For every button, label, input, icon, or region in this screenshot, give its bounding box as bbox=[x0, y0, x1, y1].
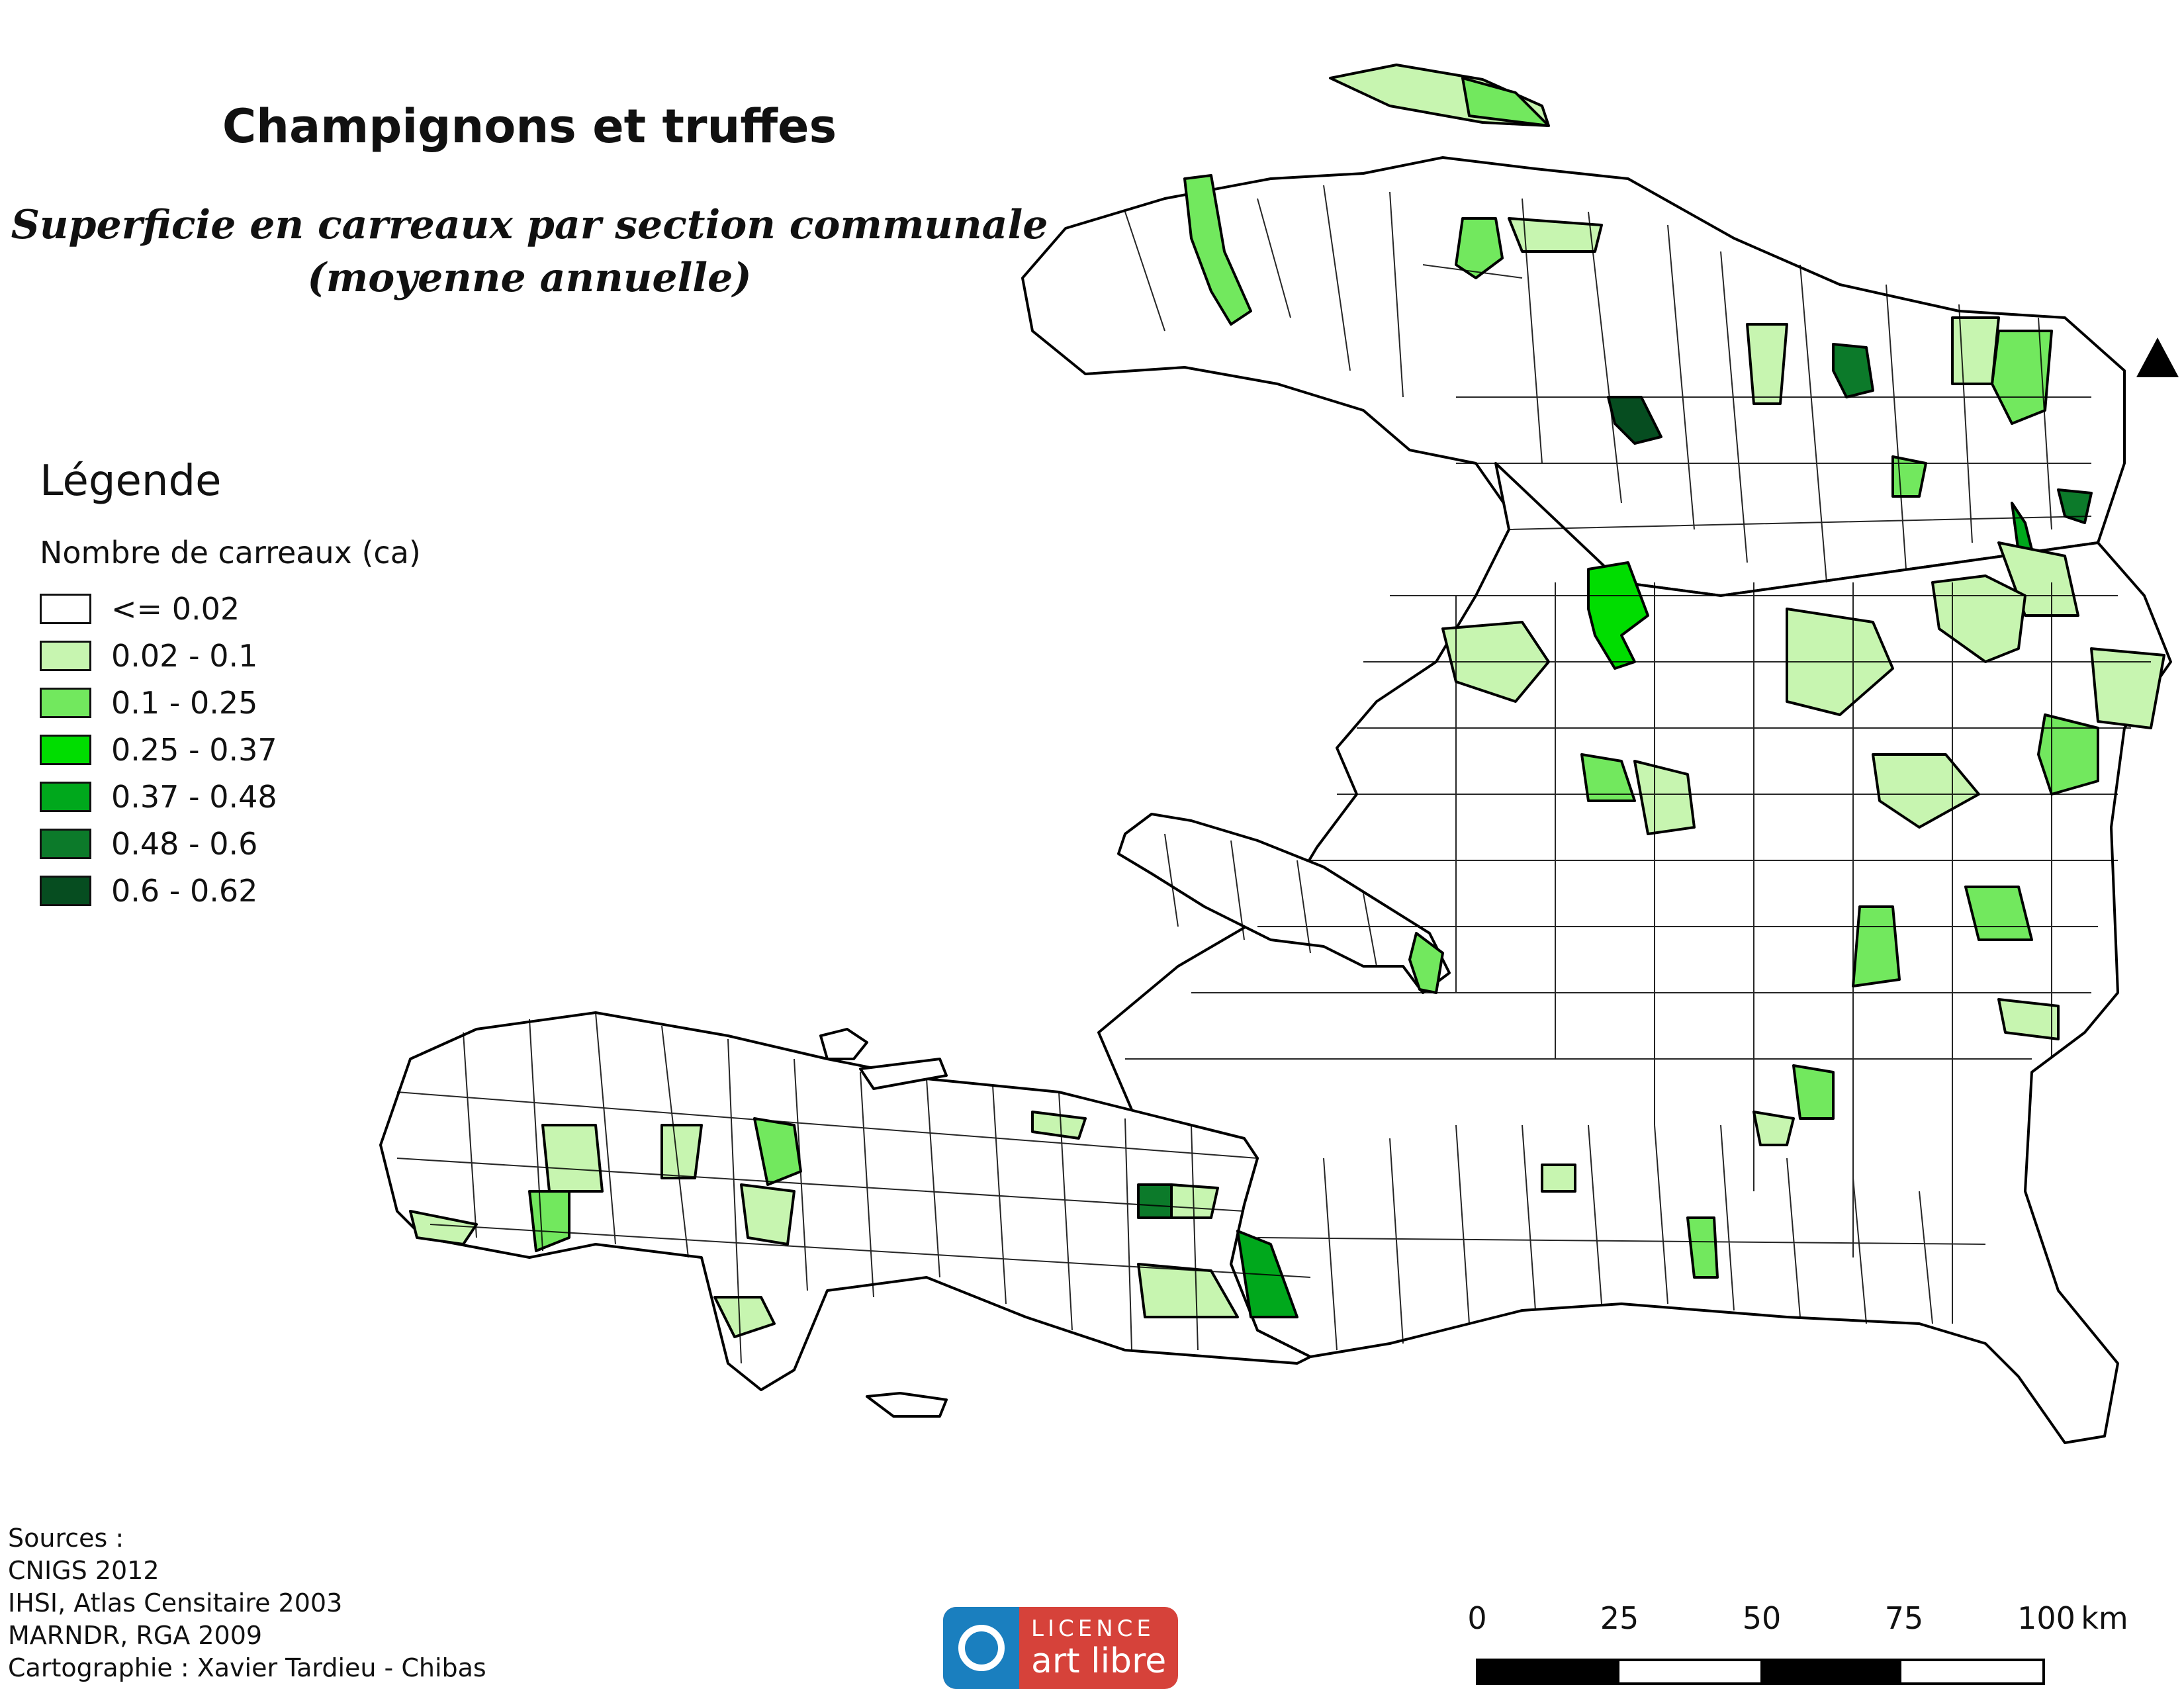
source-line: Cartographie : Xavier Tardieu - Chibas bbox=[8, 1653, 486, 1682]
legend-swatch bbox=[40, 829, 91, 859]
subtitle-line-2: (moyenne annuelle) bbox=[307, 255, 752, 301]
legend-swatch bbox=[40, 735, 91, 765]
licence-bottom-text: art libre bbox=[1031, 1641, 1167, 1681]
sources-heading: Sources : bbox=[8, 1524, 124, 1553]
scale-tick-label: 75 bbox=[1884, 1600, 1924, 1636]
source-line: MARNDR, RGA 2009 bbox=[8, 1621, 263, 1650]
source-line: IHSI, Atlas Censitaire 2003 bbox=[8, 1588, 343, 1618]
licence-logo-icon bbox=[943, 1607, 1019, 1689]
scale-tick-label: 100 bbox=[2017, 1600, 2075, 1636]
legend-item: 0.25 - 0.37 bbox=[40, 732, 277, 768]
scale-tick-label: 25 bbox=[1600, 1600, 1639, 1636]
legend-label: 0.37 - 0.48 bbox=[111, 779, 277, 815]
legend-label: 0.02 - 0.1 bbox=[111, 638, 258, 674]
legend-item: 0.02 - 0.1 bbox=[40, 638, 258, 674]
legend-subtitle: Nombre de carreaux (ca) bbox=[40, 535, 421, 571]
legend-item: 0.1 - 0.25 bbox=[40, 685, 258, 721]
scale-labels: 0 25 50 75 100 km bbox=[1467, 1600, 2131, 1640]
scale-unit-label: km bbox=[2081, 1600, 2128, 1636]
map-subtitle: Superficie en carreaux par section commu… bbox=[0, 199, 1059, 304]
region-northwest bbox=[1021, 156, 2126, 597]
licence-art-libre-logo: LICENCE art libre bbox=[943, 1607, 1178, 1689]
licence-top-text: LICENCE bbox=[1031, 1616, 1155, 1642]
legend-label: 0.1 - 0.25 bbox=[111, 685, 258, 721]
scale-segment bbox=[1619, 1661, 1760, 1682]
scale-tick-label: 0 bbox=[1467, 1600, 1487, 1636]
legend-label: 0.48 - 0.6 bbox=[111, 826, 258, 862]
scale-bar bbox=[1476, 1659, 2045, 1685]
legend-swatch bbox=[40, 876, 91, 906]
legend-label: 0.25 - 0.37 bbox=[111, 732, 277, 768]
legend-item: 0.48 - 0.6 bbox=[40, 826, 258, 862]
north-arrow-icon bbox=[2136, 338, 2179, 377]
source-line: CNIGS 2012 bbox=[8, 1556, 159, 1585]
subtitle-line-1: Superficie en carreaux par section commu… bbox=[11, 202, 1048, 248]
legend-title: Légende bbox=[40, 457, 222, 506]
scale-segment bbox=[1901, 1661, 2042, 1682]
legend-swatch bbox=[40, 688, 91, 718]
legend-item: <= 0.02 bbox=[40, 591, 240, 627]
legend-label: <= 0.02 bbox=[111, 591, 240, 627]
legend-label: 0.6 - 0.62 bbox=[111, 873, 258, 909]
scale-tick-label: 50 bbox=[1742, 1600, 1782, 1636]
map-title: Champignons et truffes bbox=[222, 99, 837, 154]
legend-swatch bbox=[40, 782, 91, 812]
legend-swatch bbox=[40, 641, 91, 671]
scale-segment bbox=[1479, 1661, 1619, 1682]
region-central bbox=[1097, 462, 2172, 1444]
legend-item: 0.6 - 0.62 bbox=[40, 873, 258, 909]
legend-swatch bbox=[40, 594, 91, 624]
scale-segment bbox=[1760, 1661, 1901, 1682]
sources-block: Sources : CNIGS 2012 IHSI, Atlas Censita… bbox=[8, 1522, 486, 1684]
legend-item: 0.37 - 0.48 bbox=[40, 779, 277, 815]
region-south bbox=[379, 1011, 1312, 1391]
